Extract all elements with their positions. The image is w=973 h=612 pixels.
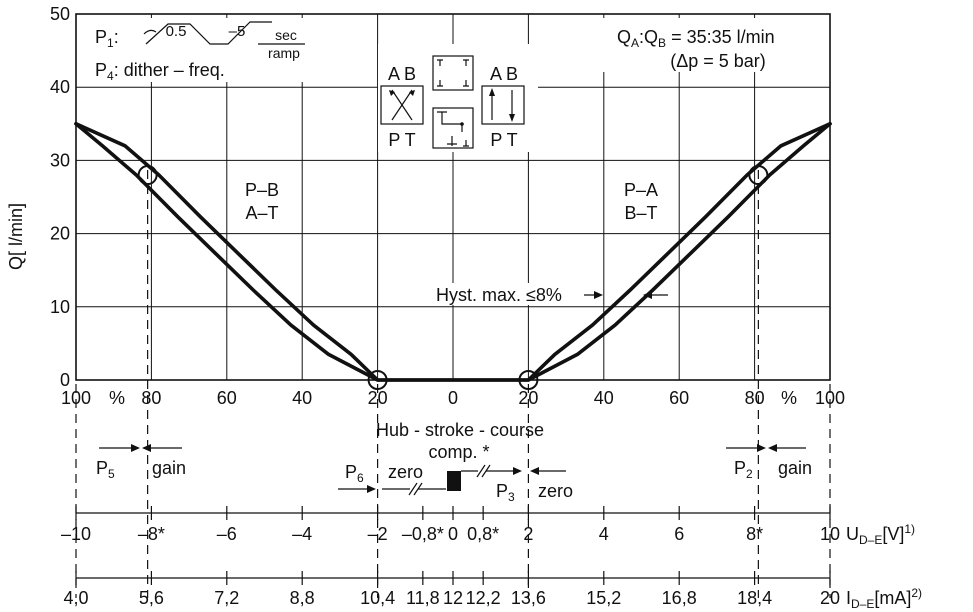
current-tick-label: 11,8	[406, 588, 440, 608]
percent-tick-labels: 100 80 60 40 20 0 20 40 60 80 100	[61, 388, 845, 408]
voltage-tick-label: 10	[820, 524, 840, 544]
ramp-value-2: –5	[229, 23, 246, 40]
flow-note: QA:QB = 35:35 l/min	[617, 27, 775, 50]
percent-tick-label: 80	[745, 388, 765, 408]
plot-frame	[75, 13, 831, 381]
voltage-tick-label: –0,8*	[402, 524, 444, 544]
y-tick-label: 20	[50, 224, 70, 244]
param-p1-label: P1:	[95, 27, 119, 50]
zero-annotation: P6 zero P3 zero	[338, 462, 573, 504]
voltage-axis-label: UD–E[V]1)	[846, 522, 915, 547]
dashed-reference-lines	[75, 170, 831, 598]
svg-text:P5: P5	[96, 458, 115, 481]
valve-left-bottom: P T	[388, 130, 415, 150]
current-tick-label: 18,4	[737, 588, 772, 608]
current-tick-label: 13,6	[511, 588, 546, 608]
current-tick-label: 4,0	[63, 588, 88, 608]
percent-tick-label: 60	[669, 388, 689, 408]
y-tick-label: 0	[60, 370, 70, 390]
p5-gain-annotation: P5 gain	[96, 444, 186, 481]
y-tick-label: 30	[50, 150, 70, 170]
percent-tick-label: 80	[141, 388, 161, 408]
svg-text:P–A: P–A	[624, 180, 658, 200]
current-axis-label: ID–E[mA]2)	[846, 586, 922, 611]
percent-tick-label: 40	[292, 388, 312, 408]
ramp-symbol	[145, 21, 272, 45]
percent-tick-label: 20	[368, 388, 388, 408]
valve-left-box	[380, 85, 424, 125]
voltage-tick-label: –6	[217, 524, 237, 544]
valve-left-top: A B	[388, 64, 416, 84]
current-tick-label: 15,2	[586, 588, 621, 608]
region-left: P–B A–T	[236, 176, 288, 224]
circle-marker	[748, 165, 769, 186]
valve-right-top: A B	[490, 64, 518, 84]
voltage-tick-label: 6	[674, 524, 684, 544]
svg-text:P2: P2	[734, 458, 753, 481]
percent-tick-label: 20	[518, 388, 538, 408]
y-axis-label: Q[ l/min]	[6, 203, 26, 270]
flow-note-bg	[600, 18, 824, 72]
valve-center-bottom-box	[432, 107, 474, 149]
svg-text:gain: gain	[152, 458, 186, 478]
percent-tick-label: 40	[594, 388, 614, 408]
svg-text:zero: zero	[388, 462, 423, 482]
hysteresis-annotation: Hyst. max. ≤8%	[432, 283, 668, 305]
current-tick-label: 20	[820, 588, 840, 608]
current-tick-label: 5,6	[139, 588, 164, 608]
voltage-tick-label: –8*	[138, 524, 165, 544]
circle-marker	[137, 165, 158, 186]
ramp-arc	[143, 29, 157, 35]
y-tick-label: 50	[50, 4, 70, 24]
svg-text:B–T: B–T	[624, 203, 657, 223]
p2-gain-annotation: P2 gain	[726, 444, 812, 481]
comp-label: comp. *	[428, 442, 489, 462]
svg-text:gain: gain	[778, 458, 812, 478]
valve-right-bottom: P T	[490, 130, 517, 150]
current-tick-label: 16,8	[662, 588, 697, 608]
current-tick-label: 10,4	[360, 588, 395, 608]
hub-stroke-label: Hub - stroke - course	[376, 420, 544, 440]
svg-text:zero: zero	[538, 481, 573, 501]
current-tick-label: 12	[443, 588, 463, 608]
percent-tick-label: 100	[61, 388, 91, 408]
y-tick-label: 40	[50, 77, 70, 97]
voltage-tick-label: 4	[599, 524, 609, 544]
voltage-tick-label: 8*	[746, 524, 763, 544]
percent-tick-label: 100	[815, 388, 845, 408]
voltage-tick-label: –2	[368, 524, 388, 544]
y-tick-labels: 0 10 20 30 40 50	[50, 4, 70, 390]
percent-tick-label: 60	[217, 388, 237, 408]
y-tick-label: 10	[50, 297, 70, 317]
percent-symbol-right: %	[781, 388, 797, 408]
ramp-ramp: ramp	[268, 45, 300, 61]
voltage-tick-label: –10	[61, 524, 91, 544]
svg-text:A–T: A–T	[245, 203, 278, 223]
percent-symbol-left: %	[109, 388, 125, 408]
voltage-tick-label: –4	[292, 524, 312, 544]
svg-text:Hyst. max. ≤8%: Hyst. max. ≤8%	[436, 285, 562, 305]
current-tick-label: 12,2	[466, 588, 501, 608]
valve-right-box	[481, 85, 525, 125]
ramp-value-1: 0.5	[166, 23, 187, 40]
voltage-tick-label: 0	[448, 524, 458, 544]
region-right: P–A B–T	[614, 176, 668, 224]
zero-block	[447, 471, 461, 491]
valve-center-top-box	[432, 55, 474, 91]
current-tick-label: 7,2	[214, 588, 239, 608]
pressure-note: (Δp = 5 bar)	[670, 51, 766, 71]
param-p4-label: P4: dither – freq.	[95, 60, 225, 83]
current-tick-label: 8,8	[290, 588, 315, 608]
svg-text:P–B: P–B	[245, 180, 279, 200]
voltage-tick-label: 2	[523, 524, 533, 544]
percent-tick-label: 0	[448, 388, 458, 408]
valve-symbol-group: A B P T A B P T	[378, 44, 538, 152]
svg-text:P3: P3	[496, 481, 515, 504]
voltage-ticks: –10 –8* –6 –4 –2 –0,8* 0 0,8* 2 4 6 8* 10	[61, 506, 840, 544]
svg-text:P6: P6	[345, 462, 364, 485]
ramp-sec: sec	[275, 27, 297, 43]
voltage-tick-label: 0,8*	[467, 524, 499, 544]
current-ticks: 4,0 5,6 7,2 8,8 10,4 11,8 12 12,2 13,6 15,2 16,8 18…	[63, 571, 840, 608]
